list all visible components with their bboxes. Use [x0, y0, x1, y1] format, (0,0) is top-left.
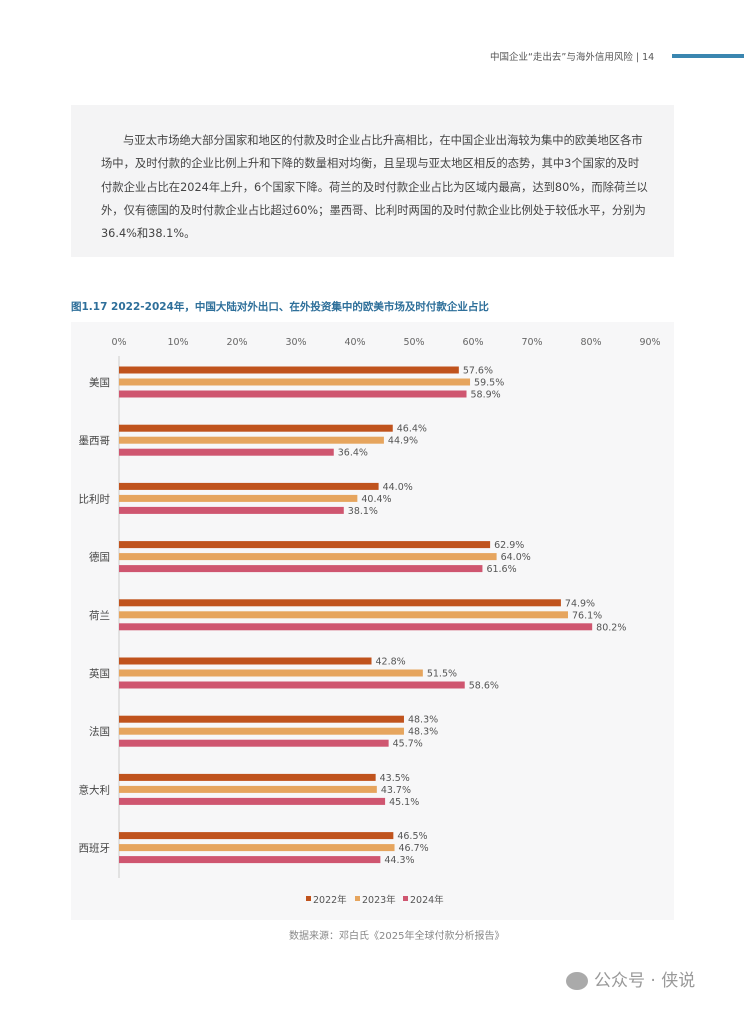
category-label: 法国 [89, 725, 110, 738]
bar [119, 669, 423, 677]
data-label: 58.9% [471, 390, 501, 401]
bar [119, 366, 459, 374]
data-label: 46.4% [397, 424, 427, 435]
bar [119, 715, 404, 723]
bar [119, 448, 334, 456]
chart-background [71, 322, 674, 920]
bar [119, 727, 404, 735]
legend-label: 2022年 [313, 894, 347, 906]
legend-label: 2023年 [362, 894, 396, 906]
intro-paragraph: 与亚太市场绝大部分国家和地区的付款及时企业占比升高相比，在中国企业出海较为集中的… [101, 134, 648, 241]
x-tick-label: 10% [167, 337, 188, 348]
data-label: 48.3% [408, 715, 438, 726]
bar [119, 553, 497, 561]
category-label: 比利时 [79, 492, 111, 505]
data-label: 62.9% [494, 540, 524, 551]
data-label: 76.1% [572, 610, 602, 621]
bar [119, 599, 561, 607]
bar [119, 856, 381, 864]
data-label: 44.3% [384, 855, 414, 866]
bar [119, 506, 344, 514]
bar [119, 482, 379, 490]
bar [119, 832, 394, 840]
data-label: 36.4% [338, 448, 368, 459]
data-label: 40.4% [361, 494, 391, 505]
bar [119, 739, 389, 747]
legend-label: 2024年 [410, 894, 444, 906]
category-label: 西班牙 [79, 843, 111, 855]
data-label: 42.8% [376, 657, 406, 668]
category-label: 英国 [89, 667, 110, 680]
bar [119, 494, 358, 502]
category-label: 意大利 [79, 783, 111, 796]
x-tick-label: 70% [521, 337, 542, 348]
bar [119, 390, 467, 398]
bar [119, 436, 384, 444]
wechat-icon [566, 972, 588, 990]
data-label: 43.5% [380, 773, 410, 784]
data-label: 38.1% [348, 506, 378, 517]
bar [119, 611, 568, 619]
data-label: 64.0% [501, 552, 531, 563]
x-tick-label: 30% [285, 337, 306, 348]
legend-swatch [306, 896, 311, 901]
data-label: 43.7% [381, 785, 411, 796]
data-label: 46.5% [397, 831, 427, 842]
data-label: 45.7% [393, 739, 423, 750]
legend-swatch [403, 896, 408, 901]
data-label: 44.9% [388, 436, 418, 447]
legend-swatch [355, 896, 360, 901]
category-label: 墨西哥 [79, 435, 111, 447]
data-label: 58.6% [469, 681, 499, 692]
bar [119, 844, 395, 852]
watermark-text: 公众号 · 侠说 [594, 971, 696, 991]
data-label: 44.0% [383, 482, 413, 493]
bar [119, 785, 377, 793]
bar [119, 424, 393, 432]
data-source: 数据来源：邓白氏《2025年全球付款分析报告》 [289, 931, 505, 942]
bar [119, 681, 465, 689]
x-tick-label: 40% [344, 337, 365, 348]
bar [119, 773, 376, 781]
data-label: 51.5% [427, 669, 457, 680]
x-tick-label: 90% [639, 337, 660, 348]
running-header: 中国企业“走出去”与海外信用风险 | 14 [490, 52, 655, 63]
bar [119, 378, 471, 386]
category-label: 荷兰 [89, 609, 110, 622]
x-tick-label: 0% [111, 337, 126, 348]
bar [119, 797, 386, 805]
data-label: 61.6% [486, 564, 516, 575]
data-label: 59.5% [474, 378, 504, 389]
x-tick-label: 60% [462, 337, 483, 348]
data-label: 74.9% [565, 598, 595, 609]
bar [119, 541, 491, 549]
header-accent-bar [672, 54, 744, 58]
data-label: 48.3% [408, 727, 438, 738]
bar [119, 657, 372, 665]
data-label: 80.2% [596, 622, 626, 633]
intro-box: 与亚太市场绝大部分国家和地区的付款及时企业占比升高相比，在中国企业出海较为集中的… [71, 105, 674, 257]
data-label: 45.1% [389, 797, 419, 808]
bar [119, 565, 483, 573]
category-label: 德国 [89, 551, 110, 564]
x-tick-label: 50% [403, 337, 424, 348]
chart-title: 图1.17 2022-2024年，中国大陆对外出口、在外投资集中的欧美市场及时付… [71, 301, 489, 313]
x-tick-label: 20% [226, 337, 247, 348]
x-tick-label: 80% [580, 337, 601, 348]
data-label: 46.7% [399, 843, 429, 854]
category-label: 美国 [89, 376, 110, 389]
watermark: 公众号 · 侠说 [566, 966, 695, 991]
data-label: 57.6% [463, 366, 493, 377]
bar [119, 623, 593, 631]
